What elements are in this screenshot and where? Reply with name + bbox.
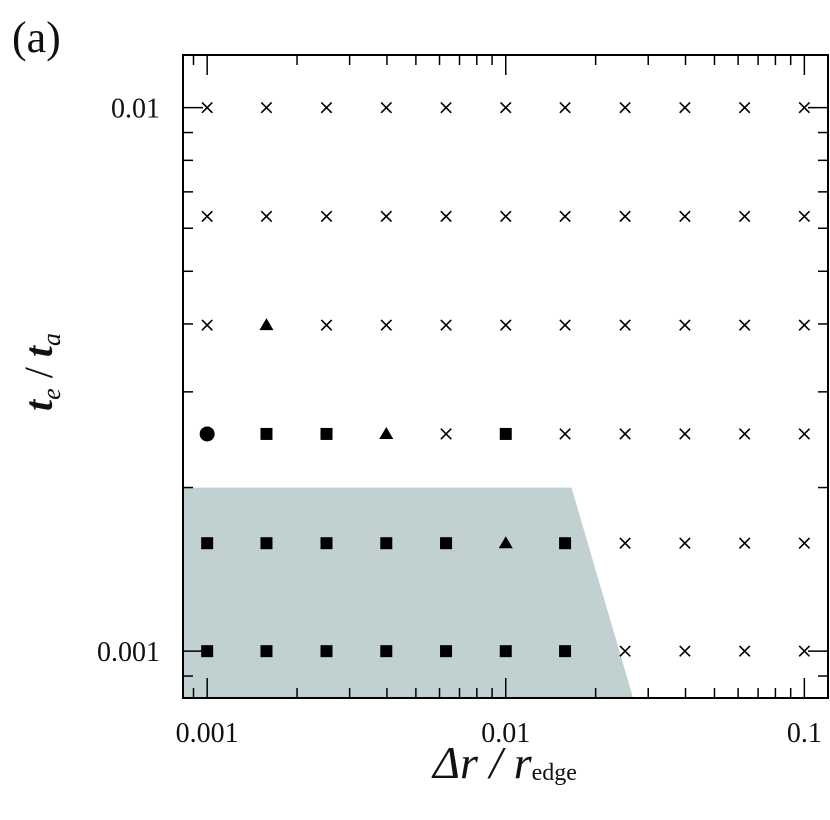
cross-marker — [738, 101, 751, 114]
circle-marker — [199, 426, 215, 442]
cross-marker — [440, 101, 452, 114]
cross-marker — [559, 319, 571, 331]
cross-marker — [679, 101, 691, 114]
cross-marker — [619, 319, 631, 331]
cross-marker — [679, 319, 691, 331]
cross-marker — [260, 101, 273, 114]
x-axis-title: Δr / redge — [431, 737, 577, 788]
x-tick-label: 0.001 — [176, 718, 239, 749]
square-marker — [201, 537, 214, 550]
cross-marker — [320, 210, 333, 223]
triangle-marker — [259, 318, 274, 331]
cross-marker — [738, 319, 751, 331]
square-marker — [499, 645, 512, 658]
cross-marker — [679, 428, 691, 440]
square-marker — [380, 537, 393, 550]
cross-marker — [499, 319, 512, 331]
cross-marker — [201, 319, 213, 331]
cross-marker — [380, 210, 393, 223]
cross-marker — [380, 319, 393, 331]
axes: 0.001 0.01 0.1 0.001 0.01 — [97, 54, 829, 749]
cross-marker — [798, 101, 811, 114]
cross-marker — [738, 537, 751, 549]
cross-marker — [440, 319, 452, 331]
cross-marker — [380, 101, 393, 114]
triangle-marker — [498, 536, 513, 549]
square-marker — [260, 645, 273, 658]
y-axis-title: te / ta — [16, 333, 66, 411]
cross-marker — [619, 428, 631, 440]
cross-marker — [619, 537, 631, 549]
square-marker — [320, 537, 333, 550]
cross-marker — [798, 210, 811, 223]
cross-marker — [679, 645, 691, 657]
cross-marker — [499, 210, 512, 223]
cross-marker — [798, 319, 811, 331]
plot-area — [183, 101, 811, 698]
square-marker — [559, 537, 572, 550]
triangle-marker — [379, 426, 394, 439]
cross-marker — [738, 645, 751, 657]
square-marker — [320, 645, 333, 658]
square-marker — [260, 427, 273, 440]
x-tick-label: 0.01 — [481, 718, 530, 749]
cross-marker — [440, 428, 452, 440]
cross-marker — [738, 210, 751, 223]
shaded-region — [183, 487, 634, 698]
cross-marker — [201, 210, 213, 223]
cross-marker — [440, 210, 452, 223]
square-marker — [260, 537, 273, 550]
square-marker — [380, 645, 393, 658]
cross-marker — [619, 101, 631, 114]
cross-marker — [559, 101, 571, 114]
cross-marker — [619, 210, 631, 223]
y-tick-label: 0.001 — [97, 637, 160, 668]
square-marker — [201, 645, 214, 658]
square-marker — [320, 427, 333, 440]
y-tick-label: 0.01 — [111, 94, 160, 125]
cross-marker — [320, 101, 333, 114]
cross-marker — [738, 428, 751, 440]
cross-marker — [559, 428, 571, 440]
cross-marker — [679, 210, 691, 223]
square-marker — [559, 645, 572, 658]
cross-marker — [679, 537, 691, 549]
square-marker — [440, 537, 453, 550]
square-marker — [499, 427, 512, 440]
cross-marker — [201, 101, 213, 114]
cross-marker — [499, 101, 512, 114]
cross-marker — [798, 537, 811, 549]
square-marker — [440, 645, 453, 658]
cross-marker — [619, 645, 631, 657]
cross-marker — [798, 645, 811, 657]
x-tick-label: 0.1 — [787, 718, 822, 749]
cross-marker — [798, 428, 811, 440]
cross-marker — [320, 319, 333, 331]
cross-marker — [260, 210, 273, 223]
cross-marker — [559, 210, 571, 223]
panel-label: (a) — [12, 13, 61, 62]
